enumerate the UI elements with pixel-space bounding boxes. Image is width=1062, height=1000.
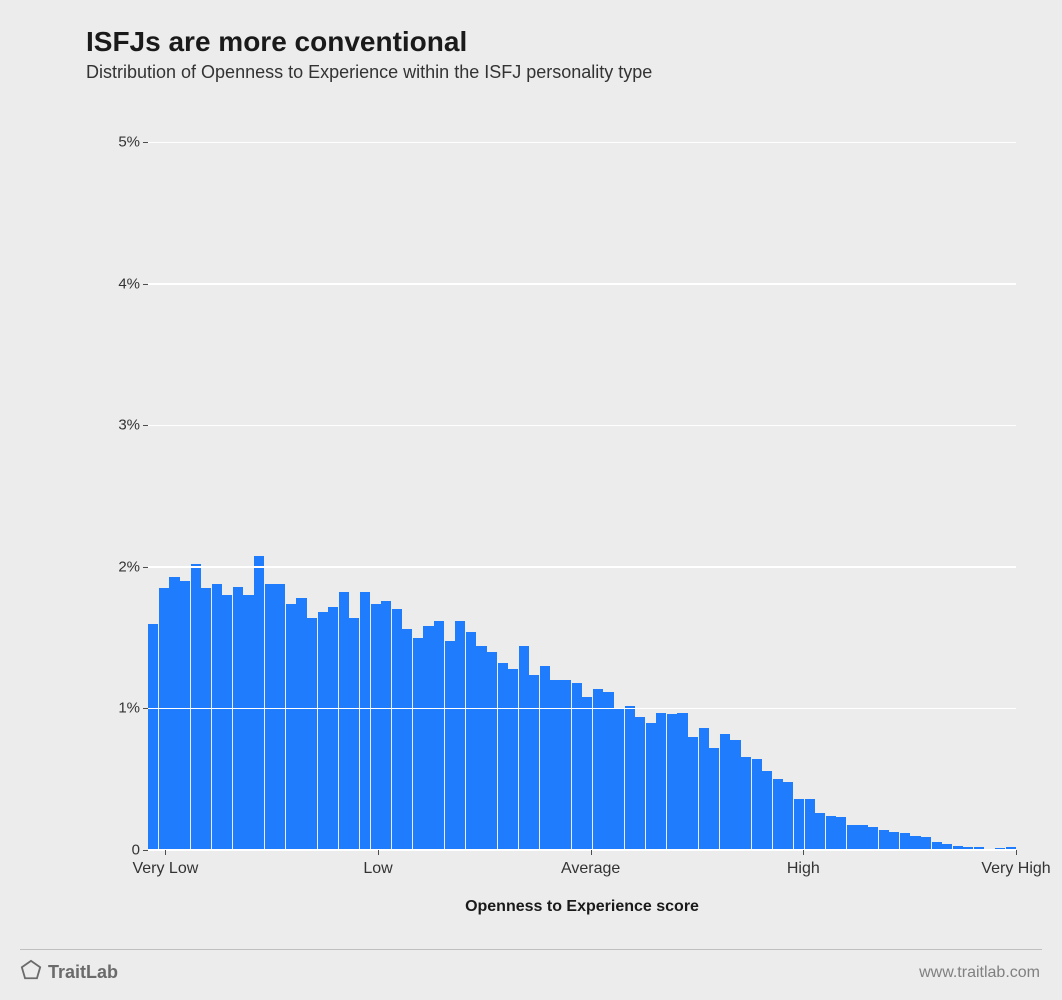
grid-line [148,142,1016,144]
histogram-bar [339,592,349,850]
histogram-bar [783,782,793,850]
histogram-bar [614,709,624,851]
histogram-bar [879,830,889,850]
histogram-bar [550,680,560,850]
histogram-bar [699,728,709,850]
histogram-bar [826,816,836,850]
histogram-bar [656,713,666,850]
histogram-bar [180,581,190,850]
histogram-bar [752,759,762,850]
histogram-bar [307,618,317,850]
histogram-bar [582,697,592,850]
histogram-bar [794,799,804,850]
histogram-bar [275,584,285,850]
x-axis-title: Openness to Experience score [465,898,699,916]
histogram-bar [476,646,486,850]
histogram-bar [593,689,603,850]
histogram-bar [667,714,677,850]
histogram-bar [455,621,465,850]
histogram-bar [603,692,613,850]
histogram-bar [265,584,275,850]
chart-title: ISFJs are more conventional [86,26,467,58]
histogram-bar [910,836,920,850]
histogram-bar [635,717,645,850]
histogram-bar [762,771,772,850]
histogram-bar [741,757,751,850]
y-tick-label: 3% [118,417,148,434]
histogram-bar [296,598,306,850]
histogram-bar [773,779,783,850]
histogram-bar [625,706,635,850]
footer-url: www.traitlab.com [919,964,1040,982]
histogram-bar [815,813,825,850]
histogram-bar [159,588,169,850]
histogram-bar [508,669,518,850]
histogram-bar [720,734,730,850]
chart-subtitle: Distribution of Openness to Experience w… [86,62,652,83]
y-tick-label: 4% [118,275,148,292]
histogram-bar [487,652,497,850]
grid-line [148,566,1016,568]
histogram-bar [254,556,264,850]
histogram-bar [921,837,931,850]
grid-line [148,425,1016,427]
x-tick-label: Very Low [132,850,198,878]
x-tick-label: Low [363,850,392,878]
histogram-bar [805,799,815,850]
histogram-bar [286,604,296,850]
y-tick-label: 2% [118,558,148,575]
x-tick-label: High [787,850,820,878]
histogram-bar [222,595,232,850]
histogram-bar [413,638,423,850]
traitlab-logo-icon [20,959,42,986]
footer-rule [20,949,1042,950]
histogram-bar [519,646,529,850]
chart-container: ISFJs are more conventional Distribution… [0,0,1062,1000]
histogram-bar [540,666,550,850]
histogram-bar [529,675,539,850]
histogram-bar [392,609,402,850]
y-tick-label: 1% [118,700,148,717]
footer-brand-text: TraitLab [48,962,118,983]
histogram-bar [857,825,867,850]
histogram-bar [498,663,508,850]
histogram-bar [360,592,370,850]
histogram-bar [201,588,211,850]
histogram-bar [402,629,412,850]
histogram-bar [868,827,878,850]
histogram-bar [709,748,719,850]
histogram-bar [328,607,338,850]
histogram-bar [889,832,899,850]
plot-area: Openness to Experience score Percent of … [148,100,1016,850]
histogram-bar [466,632,476,850]
histogram-bar [212,584,222,850]
histogram-bar [349,618,359,850]
histogram-bar [381,601,391,850]
histogram-bar [688,737,698,850]
histogram-bar [836,817,846,850]
histogram-bar [445,641,455,850]
x-tick-label: Very High [981,850,1050,878]
histogram-bar [434,621,444,850]
histogram-bar [318,612,328,850]
bars-layer [148,100,1016,850]
histogram-bar [730,740,740,850]
histogram-bar [900,833,910,850]
grid-line [148,708,1016,710]
histogram-bar [243,595,253,850]
histogram-bar [646,723,656,850]
y-tick-label: 5% [118,134,148,151]
histogram-bar [423,626,433,850]
grid-line [148,283,1016,285]
histogram-bar [847,825,857,850]
histogram-bar [371,604,381,850]
histogram-bar [233,587,243,850]
x-tick-label: Average [561,850,620,878]
histogram-bar [677,713,687,850]
histogram-bar [148,624,158,850]
histogram-bar [169,577,179,850]
histogram-bar [561,680,571,850]
footer-brand: TraitLab [20,959,118,986]
